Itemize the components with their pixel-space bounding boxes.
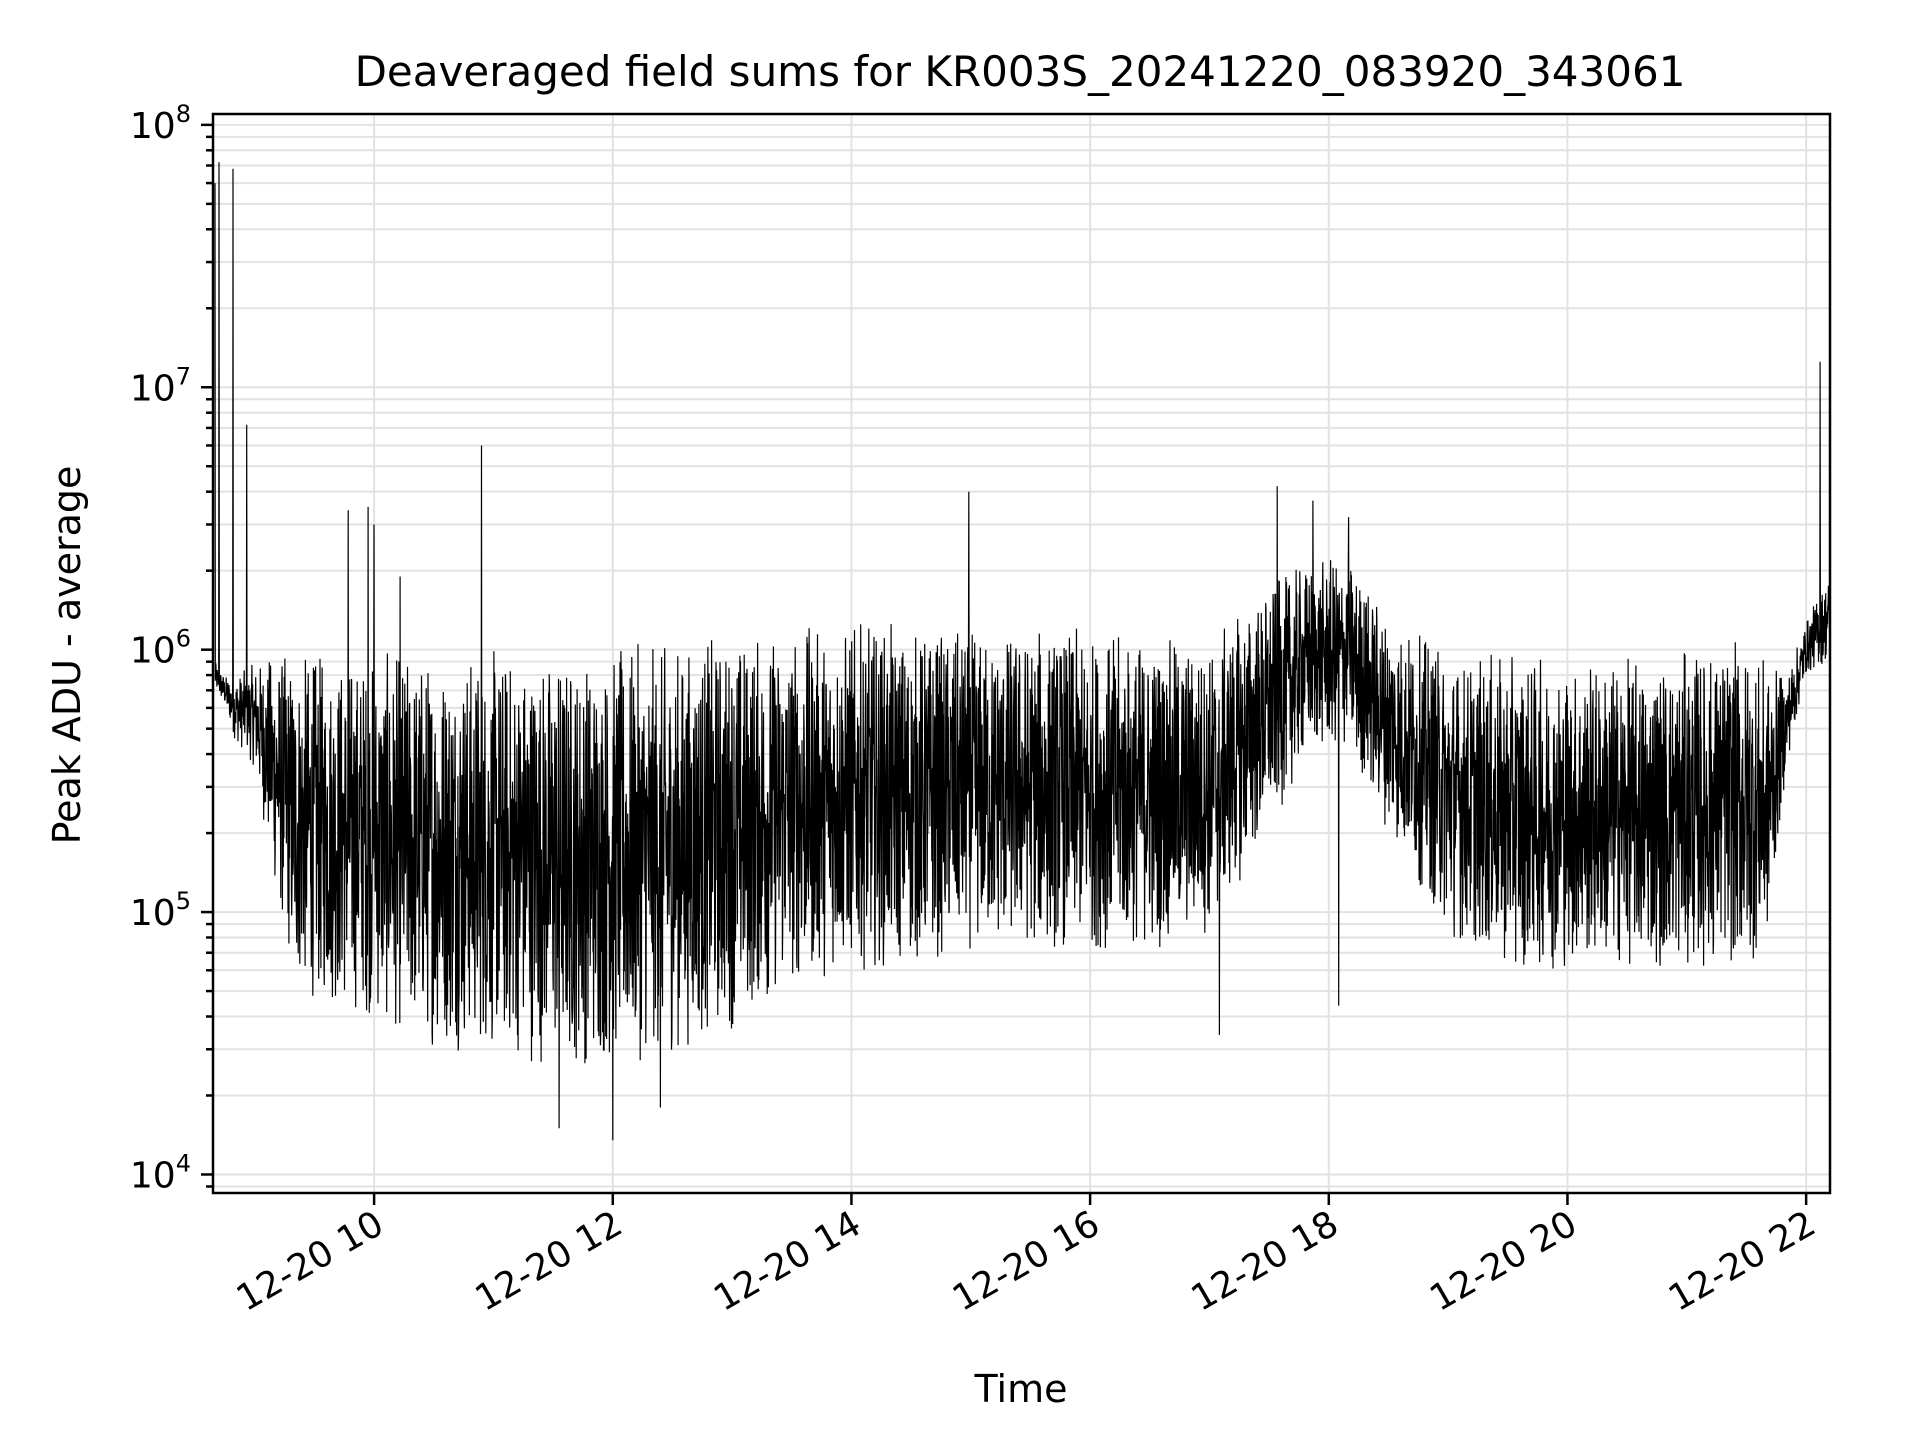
y-tick-label: 106: [130, 625, 191, 672]
y-tick-label: 104: [130, 1149, 191, 1196]
y-tick-label: 105: [130, 887, 191, 934]
series-line: [214, 162, 1831, 1141]
y-tick-label: 108: [130, 100, 191, 147]
x-axis-label: Time: [974, 1367, 1068, 1411]
chart-title: Deaveraged field sums for KR003S_2024122…: [355, 47, 1686, 96]
series-layer: [214, 162, 1831, 1141]
y-axis-label: Peak ADU - average: [45, 466, 89, 845]
y-axis: 104 105 106 107 108: [130, 100, 213, 1196]
plot-frame: [211, 112, 1832, 1195]
y-tick-label: 107: [130, 362, 191, 409]
